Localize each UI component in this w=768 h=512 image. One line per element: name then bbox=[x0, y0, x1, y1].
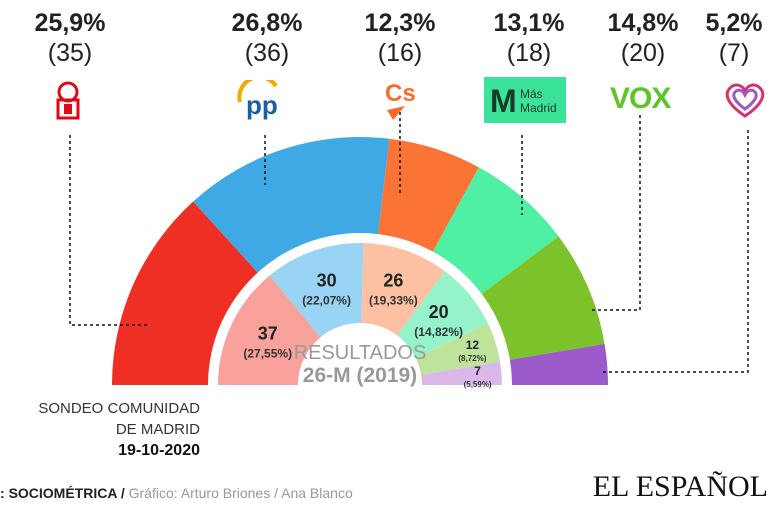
inner-percent-label: (19,33%) bbox=[369, 294, 418, 308]
inner-seat-label: 7 bbox=[474, 364, 481, 378]
pp-logo-icon: pp bbox=[236, 75, 292, 120]
inner-segment-3 bbox=[397, 271, 488, 358]
header-masmadrid: 13,1% (18) bbox=[493, 9, 565, 67]
header-psoe: 25,9% (35) bbox=[34, 9, 106, 67]
outer-segment-2 bbox=[378, 138, 479, 252]
svg-text:pp: pp bbox=[246, 90, 278, 120]
inner-seat-label: 30 bbox=[317, 271, 337, 291]
outer-segment-4 bbox=[481, 236, 605, 360]
outer-segment-3 bbox=[432, 167, 559, 294]
inner-percent-label: (8,72%) bbox=[458, 354, 486, 363]
outer-segment-5 bbox=[509, 343, 608, 385]
outer-segment-0 bbox=[112, 201, 258, 385]
podemos-logo-icon bbox=[722, 80, 768, 120]
leader-line-4 bbox=[590, 115, 641, 311]
inner-percent-label: (27,55%) bbox=[243, 347, 292, 361]
inner-percent-label: (14,82%) bbox=[414, 325, 463, 339]
header-vox: 14,8% (20) bbox=[607, 9, 679, 67]
inner-seat-label: 37 bbox=[258, 324, 278, 344]
inner-segment-5 bbox=[421, 361, 502, 385]
inner-seat-label: 20 bbox=[429, 302, 449, 322]
masmadrid-logo-icon: M Más Madrid bbox=[484, 77, 566, 123]
poll-note: SONDEO COMUNIDAD DE MADRID 19-10-2020 bbox=[38, 400, 200, 459]
inner-seat-label: 12 bbox=[466, 338, 480, 352]
inner-percent-label: (22,07%) bbox=[302, 294, 351, 308]
inner-segment-1 bbox=[269, 243, 364, 338]
center-label-line2: 26-M (2019) bbox=[303, 364, 417, 387]
header-cs: 12,3% (16) bbox=[364, 9, 436, 67]
brand-logo: EL ESPAÑOL bbox=[592, 470, 768, 503]
vox-logo-icon: VOX bbox=[610, 82, 671, 115]
cs-logo-icon: Cs bbox=[385, 80, 425, 120]
source-line: : SOCIOMÉTRICA / Gráfico: Arturo Briones… bbox=[0, 485, 353, 501]
inner-segment-0 bbox=[218, 275, 321, 385]
center-label-line1: RESULTADOS bbox=[294, 342, 427, 364]
inner-percent-label: (5,59%) bbox=[464, 380, 492, 389]
leader-line-5 bbox=[600, 130, 749, 373]
psoe-logo-icon bbox=[50, 80, 86, 120]
inner-seat-label: 26 bbox=[383, 271, 403, 291]
outer-segment-1 bbox=[193, 137, 390, 273]
inner-segment-4 bbox=[415, 322, 501, 375]
header-podemos: 5,2% (7) bbox=[705, 9, 763, 67]
header-pp: 26,8% (36) bbox=[231, 9, 303, 67]
inner-segment-2 bbox=[361, 243, 446, 336]
